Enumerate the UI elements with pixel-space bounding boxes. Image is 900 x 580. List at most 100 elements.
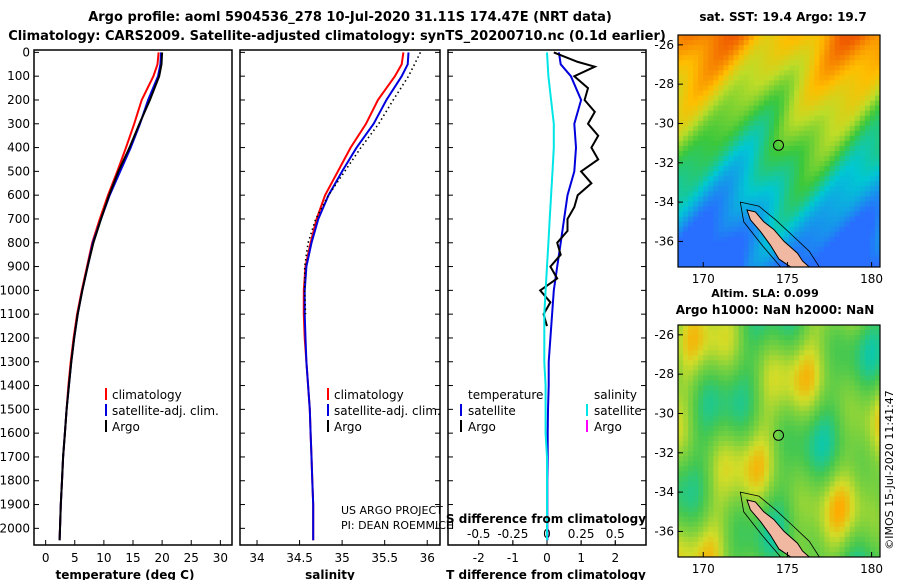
heatmap-cell <box>773 115 780 122</box>
heatmap-cell <box>698 355 704 361</box>
heatmap-cell <box>698 45 704 51</box>
heatmap-cell <box>849 80 856 86</box>
heatmap-cell <box>854 385 861 391</box>
heatmap-cell <box>814 435 820 442</box>
heatmap-cell <box>799 216 805 223</box>
legend-satellite: satellite-adj. clim. <box>112 404 219 418</box>
heatmap-cell <box>834 75 840 81</box>
heatmap-cell <box>698 60 704 66</box>
heatmap-cell <box>864 50 871 56</box>
heatmap-cell <box>748 50 755 56</box>
heatmap-cell <box>708 415 714 422</box>
heatmap-cell <box>718 541 724 548</box>
heatmap-cell <box>723 345 729 351</box>
heatmap-cell <box>698 441 704 447</box>
heatmap-cell <box>693 196 699 202</box>
heatmap-cell <box>733 390 739 397</box>
heatmap-cell <box>728 221 734 228</box>
heatmap-cell <box>844 45 851 51</box>
heatmap-cell <box>683 385 689 391</box>
difference-xlabel-T: T difference from climatology <box>446 568 646 580</box>
heatmap-cell <box>779 120 785 127</box>
heatmap-cell <box>864 110 871 117</box>
heatmap-cell <box>768 171 775 177</box>
heatmap-cell <box>773 496 780 502</box>
heatmap-cell <box>718 430 724 437</box>
heatmap-cell <box>758 420 765 427</box>
heatmap-cell <box>763 85 770 91</box>
y-tick-label: 300 <box>7 117 30 131</box>
difference-legend-left: temperature satellite Argo <box>460 388 543 434</box>
heatmap-cell <box>824 130 830 137</box>
heatmap-cell <box>713 456 719 462</box>
heatmap-cell <box>698 420 704 427</box>
heatmap-cell <box>703 110 709 117</box>
heatmap-cell <box>779 521 785 528</box>
heatmap-cell <box>748 115 755 122</box>
heatmap-cell <box>779 55 785 61</box>
heatmap-cell <box>713 496 719 502</box>
heatmap-cell <box>743 60 750 66</box>
heatmap-cell <box>748 176 755 182</box>
heatmap-cell <box>743 405 750 412</box>
heatmap-cell <box>834 151 840 157</box>
heatmap-cell <box>688 226 694 233</box>
heatmap-cell <box>763 546 770 553</box>
heatmap-cell <box>854 135 861 142</box>
heatmap-cell <box>763 90 770 96</box>
heatmap-cell <box>728 241 734 248</box>
heatmap-cell <box>819 256 825 263</box>
heatmap-cell <box>718 211 724 217</box>
heatmap-cell <box>799 166 805 172</box>
heatmap-cell <box>794 115 800 122</box>
heatmap-cell <box>794 496 800 502</box>
heatmap-cell <box>819 350 825 356</box>
heatmap-cell <box>839 80 846 86</box>
heatmap-cell <box>743 75 750 81</box>
heatmap-cell <box>768 345 775 351</box>
heatmap-cell <box>758 385 765 391</box>
heatmap-cell <box>758 546 765 553</box>
heatmap-cell <box>854 476 861 482</box>
heatmap-cell <box>738 246 745 253</box>
heatmap-cell <box>864 385 871 391</box>
heatmap-cell <box>683 261 689 268</box>
heatmap-cell <box>758 171 765 177</box>
heatmap-cell <box>829 546 835 553</box>
heatmap-cell <box>693 176 699 182</box>
heatmap-cell <box>733 400 739 407</box>
heatmap-cell <box>829 85 835 91</box>
heatmap-cell <box>859 120 866 127</box>
heatmap-cell <box>779 430 785 437</box>
heatmap-cell <box>723 501 729 507</box>
heatmap-cell <box>768 541 775 548</box>
heatmap-cell <box>698 251 704 258</box>
heatmap-cell <box>789 370 795 376</box>
heatmap-cell <box>809 471 815 477</box>
heatmap-cell <box>768 410 775 417</box>
heatmap-cell <box>753 191 760 197</box>
heatmap-cell <box>708 400 714 407</box>
heatmap-cell <box>799 536 805 543</box>
heatmap-cell <box>829 135 835 142</box>
heatmap-cell <box>854 130 861 137</box>
heatmap-cell <box>864 451 871 457</box>
heatmap-cell <box>738 120 745 127</box>
heatmap-cell <box>743 45 750 51</box>
heatmap-cell <box>784 65 790 71</box>
heatmap-cell <box>698 105 704 112</box>
heatmap-cell <box>824 476 830 482</box>
heatmap-cell <box>678 35 684 41</box>
heatmap-cell <box>718 191 724 197</box>
heatmap-cell <box>779 395 785 402</box>
heatmap-cell <box>768 100 775 107</box>
heatmap-cell <box>849 390 856 397</box>
heatmap-cell <box>824 186 830 192</box>
heatmap-cell <box>814 236 820 243</box>
heatmap-cell <box>743 390 750 397</box>
heatmap-cell <box>814 55 820 61</box>
heatmap-cell <box>703 65 709 71</box>
heatmap-cell <box>728 140 734 147</box>
heatmap-cell <box>688 425 694 432</box>
heatmap-cell <box>728 395 734 402</box>
